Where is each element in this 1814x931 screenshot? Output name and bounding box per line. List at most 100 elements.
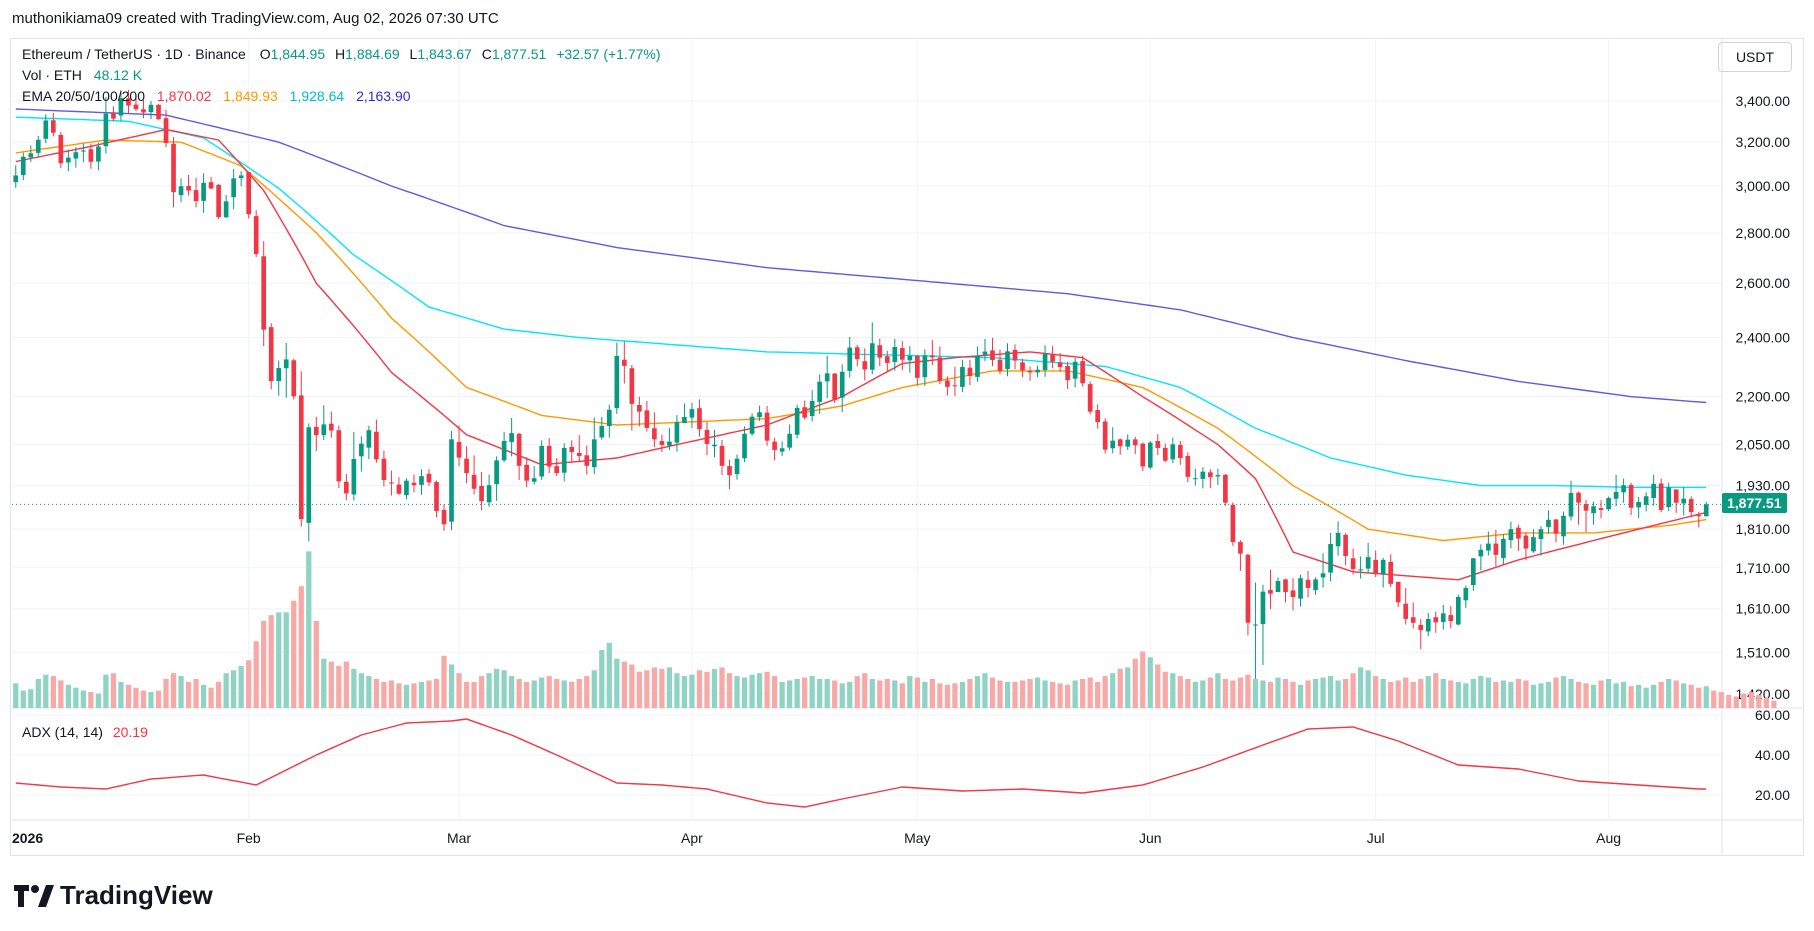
volume-bar [749, 674, 755, 708]
candle-body [997, 359, 1003, 371]
volume-bar [644, 670, 650, 708]
volume-bar [524, 681, 530, 708]
candle-body [404, 480, 409, 496]
candle-body [524, 464, 529, 481]
candle-body [1350, 558, 1356, 569]
volume-bar [989, 677, 996, 708]
candle-body [186, 186, 191, 191]
volume-bar [1523, 680, 1529, 708]
volume-bar [20, 690, 26, 708]
legend-adx: 20.19 [112, 724, 148, 740]
volume-bar [223, 673, 229, 708]
candle-body [704, 429, 710, 444]
volume-bar [621, 661, 627, 708]
volume-bar [1027, 679, 1033, 708]
volume-bar [1666, 679, 1672, 708]
price-tick-label: 1,810.00 [1736, 521, 1791, 537]
candle-body [28, 153, 34, 158]
volume-bar [486, 673, 492, 708]
legend-high: 1,884.69 [345, 46, 400, 62]
volume-bar [381, 681, 387, 708]
volume-bar [118, 681, 124, 708]
candle-body [1418, 624, 1424, 631]
candle-body [486, 485, 492, 503]
volume-bar [786, 680, 793, 708]
candle-body [930, 355, 935, 358]
candle-body [757, 412, 762, 418]
candle-body [141, 109, 146, 113]
price-tick-label: 2,400.00 [1736, 330, 1791, 346]
volume-bar [1575, 681, 1582, 708]
volume-bar [125, 684, 132, 708]
candle-body [1230, 504, 1236, 543]
candle-body [1283, 579, 1288, 593]
candle-body [1440, 613, 1446, 622]
candle-body [389, 482, 394, 484]
candle-body [1245, 554, 1251, 623]
volume-bar [1064, 684, 1071, 708]
volume-bar [847, 681, 853, 708]
volume-bar [516, 679, 522, 708]
candle-body [719, 445, 725, 466]
time-tick-label: Jun [1139, 830, 1162, 846]
volume-bar [974, 676, 981, 708]
candle-body [441, 509, 447, 525]
candle-body [1253, 624, 1258, 626]
candle-body [1576, 492, 1581, 503]
volume-bar [1515, 679, 1522, 708]
candle-body [539, 445, 545, 477]
legend-symbol[interactable]: Ethereum / TetherUS · 1D · Binance [22, 46, 246, 62]
volume-bar [1628, 686, 1634, 708]
candle-body [1606, 498, 1611, 510]
candle-body [1410, 617, 1416, 623]
volume-bar [561, 680, 567, 708]
volume-bar [1327, 676, 1334, 708]
volume-bar [373, 679, 380, 708]
candle-body [907, 355, 913, 361]
volume-bar [794, 679, 800, 708]
candle-body [659, 440, 665, 445]
candle-body [922, 355, 928, 378]
price-tick-label: 3,200.00 [1736, 134, 1791, 150]
candle-body [1185, 455, 1191, 477]
legend-ema-label[interactable]: EMA 20/50/100/200 [22, 88, 145, 104]
candle-body [749, 416, 755, 434]
candle-body [1215, 475, 1221, 477]
candle-body [494, 460, 499, 485]
candle-body [216, 184, 221, 218]
candle-body [1320, 573, 1326, 578]
candle-body [787, 433, 792, 448]
candle-body [238, 175, 244, 179]
candle-body [1335, 532, 1341, 547]
legend-volume-row: Vol · ETH 48.12 K [22, 65, 142, 85]
price-tick-label: 3,400.00 [1736, 93, 1791, 109]
volume-bar [1590, 684, 1597, 708]
chart-frame[interactable] [10, 38, 1804, 856]
volume-bar [734, 676, 740, 708]
volume-bar [1297, 684, 1304, 708]
volume-bar [546, 676, 552, 708]
volume-bar [771, 676, 778, 708]
volume-bar [1635, 684, 1642, 708]
volume-bar [426, 680, 432, 708]
volume-bar [321, 658, 327, 708]
candle-body [1072, 361, 1078, 379]
candle-body [509, 433, 514, 442]
candle-body [854, 347, 860, 360]
volume-bar [1711, 690, 1717, 708]
volume-bar [478, 676, 485, 708]
legend-adx-label[interactable]: ADX (14, 14) [22, 724, 103, 740]
volume-bar [606, 642, 612, 708]
candle-body [133, 104, 139, 110]
currency-button[interactable]: USDT [1718, 42, 1792, 72]
candle-body [960, 367, 965, 387]
candle-body [464, 458, 469, 474]
volume-bar [133, 687, 139, 708]
volume-bar [914, 677, 920, 708]
volume-bar [569, 681, 575, 708]
candle-body [1290, 590, 1296, 598]
legend-volume-label[interactable]: Vol · ETH [22, 67, 82, 83]
tradingview-logo[interactable]: TradingView [14, 880, 213, 911]
candle-body [1546, 519, 1551, 527]
